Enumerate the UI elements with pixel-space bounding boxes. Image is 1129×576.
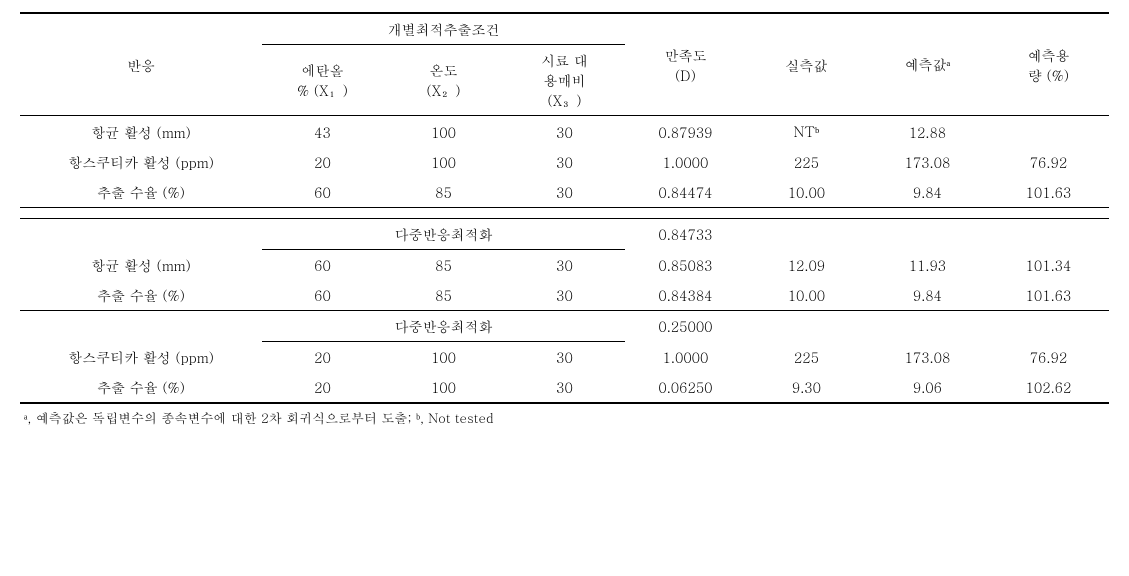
table-row: 항스쿠티카 활성 (ppm) 20 100 30 1.0000 225 173.… [20, 342, 1109, 373]
cell-pred: 9.06 [867, 372, 988, 403]
spacer-row [20, 208, 1109, 219]
cell-pct: 102.62 [988, 372, 1109, 403]
col-group-individual: 개별최적추출조건 [262, 13, 625, 45]
cell-x2: 100 [383, 116, 504, 148]
cell-meas: 9.30 [746, 372, 867, 403]
section3-header: 다중반응최적화 0.25000 [20, 311, 1109, 342]
cell-resp: 추출 수율 (%) [20, 372, 262, 403]
footnote-text: ᵃ, 예측값은 독립변수의 종속변수에 대한 2차 회귀식으로부터 도출; ᵇ,… [20, 403, 1109, 432]
cell-x1: 60 [262, 177, 383, 208]
col-ethanol: 에탄올 % (X₁) [262, 45, 383, 116]
cell-x3: 30 [504, 147, 625, 177]
cell-x3: 30 [504, 177, 625, 208]
cell-pred: 173.08 [867, 147, 988, 177]
cell-x1: 20 [262, 372, 383, 403]
table-row: 항스쿠티카 활성 (ppm) 20 100 30 1.0000 225 173.… [20, 147, 1109, 177]
cell-pct [988, 116, 1109, 148]
cell-x1: 60 [262, 250, 383, 281]
cell-x1: 43 [262, 116, 383, 148]
cell-d: 1.0000 [625, 147, 746, 177]
cell-x1: 60 [262, 280, 383, 311]
section2-header: 다중반응최적화 0.84733 [20, 219, 1109, 250]
col-group-multi: 다중반응최적화 [262, 311, 625, 342]
col-desirability: 만족도 (D) [625, 13, 746, 116]
cell-d: 0.85083 [625, 250, 746, 281]
cell-resp: 항균 활성 (mm) [20, 250, 262, 281]
cell-resp: 항스쿠티카 활성 (ppm) [20, 147, 262, 177]
col-temp: 온도 (X₂) [383, 45, 504, 116]
cell-x1: 20 [262, 147, 383, 177]
cell-d: 0.84384 [625, 280, 746, 311]
table-row: 항균 활성 (mm) 43 100 30 0.87939 NTᵇ 12.88 [20, 116, 1109, 148]
cell-meas: NTᵇ [746, 116, 867, 148]
cell-x1: 20 [262, 342, 383, 373]
cell-meas: 225 [746, 342, 867, 373]
cell-x3: 30 [504, 342, 625, 373]
cell-d: 0.87939 [625, 116, 746, 148]
table-row: 추출 수율 (%) 60 85 30 0.84384 10.00 9.84 10… [20, 280, 1109, 311]
cell-x2: 85 [383, 280, 504, 311]
col-predpct: 예측용 량 (%) [988, 13, 1109, 116]
cell-pct: 101.63 [988, 280, 1109, 311]
cell-meas: 225 [746, 147, 867, 177]
col-group-multi: 다중반응최적화 [262, 219, 625, 250]
col-measured: 실측값 [746, 13, 867, 116]
cell-pct: 101.63 [988, 177, 1109, 208]
cell-x3: 30 [504, 280, 625, 311]
cell-x2: 100 [383, 372, 504, 403]
cell-x2: 85 [383, 250, 504, 281]
cell-pred: 9.84 [867, 177, 988, 208]
cell-pred: 9.84 [867, 280, 988, 311]
cell-pred: 11.93 [867, 250, 988, 281]
cell-pct: 76.92 [988, 342, 1109, 373]
col-ratio: 시료 대 용매비 (X₃) [504, 45, 625, 116]
cell-d: 0.84474 [625, 177, 746, 208]
cell-x2: 100 [383, 342, 504, 373]
cell-d: 1.0000 [625, 342, 746, 373]
header-row-1: 반응 개별최적추출조건 만족도 (D) 실측값 예측값ᵃ 예측용 량 (%) [20, 13, 1109, 45]
table-row: 항균 활성 (mm) 60 85 30 0.85083 12.09 11.93 … [20, 250, 1109, 281]
cell-meas: 10.00 [746, 177, 867, 208]
cell-pct: 101.34 [988, 250, 1109, 281]
cell-resp: 항스쿠티카 활성 (ppm) [20, 342, 262, 373]
cell-resp: 추출 수율 (%) [20, 280, 262, 311]
cell-pred: 12.88 [867, 116, 988, 148]
cell-x3: 30 [504, 116, 625, 148]
cell-x2: 85 [383, 177, 504, 208]
optimization-table: 반응 개별최적추출조건 만족도 (D) 실측값 예측값ᵃ 예측용 량 (%) 에… [20, 12, 1109, 432]
cell-x2: 100 [383, 147, 504, 177]
cell-meas: 12.09 [746, 250, 867, 281]
cell-meas: 10.00 [746, 280, 867, 311]
cell-resp: 항균 활성 (mm) [20, 116, 262, 148]
cell-x3: 30 [504, 250, 625, 281]
cell-overall-d: 0.84733 [625, 219, 746, 250]
col-predicted: 예측값ᵃ [867, 13, 988, 116]
cell-overall-d: 0.25000 [625, 311, 746, 342]
cell-pred: 173.08 [867, 342, 988, 373]
table-row: 추출 수율 (%) 20 100 30 0.06250 9.30 9.06 10… [20, 372, 1109, 403]
cell-d: 0.06250 [625, 372, 746, 403]
table-row: 추출 수율 (%) 60 85 30 0.84474 10.00 9.84 10… [20, 177, 1109, 208]
cell-resp: 추출 수율 (%) [20, 177, 262, 208]
cell-pct: 76.92 [988, 147, 1109, 177]
col-response: 반응 [20, 13, 262, 116]
footnote-row: ᵃ, 예측값은 독립변수의 종속변수에 대한 2차 회귀식으로부터 도출; ᵇ,… [20, 403, 1109, 432]
cell-x3: 30 [504, 372, 625, 403]
